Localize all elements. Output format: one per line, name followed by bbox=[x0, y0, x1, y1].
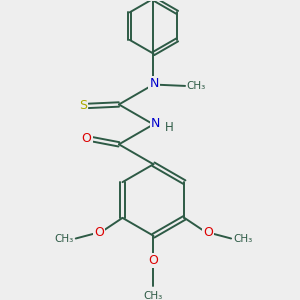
Text: CH₃: CH₃ bbox=[233, 234, 252, 244]
Text: S: S bbox=[79, 99, 87, 112]
Text: O: O bbox=[82, 132, 92, 145]
Text: N: N bbox=[149, 77, 159, 90]
Text: O: O bbox=[148, 254, 158, 267]
Text: N: N bbox=[151, 117, 160, 130]
Text: H: H bbox=[164, 121, 173, 134]
Text: CH₃: CH₃ bbox=[144, 290, 163, 300]
Text: O: O bbox=[203, 226, 213, 239]
Text: O: O bbox=[94, 226, 104, 239]
Text: CH₃: CH₃ bbox=[186, 81, 206, 91]
Text: CH₃: CH₃ bbox=[54, 234, 74, 244]
